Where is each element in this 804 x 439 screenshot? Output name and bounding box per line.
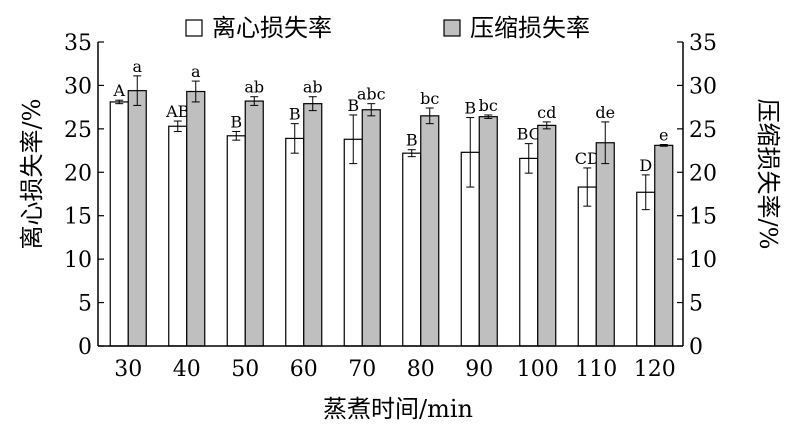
y2-tick-label: 0 [689, 335, 703, 360]
axes-layer: 0 0 5 5 10 10 15 15 20 20 25 25 30 30 35 35 30 40 50 60 70 80… [64, 31, 717, 382]
x-tick-label: 60 [290, 357, 318, 382]
legend-item-compression-loss: 压缩损失率 [470, 14, 590, 42]
significance-label-compression: de [595, 103, 615, 122]
significance-label-centrifugal: BC [517, 125, 541, 144]
bar-centrifugal-loss [577, 186, 597, 347]
legend-item-compression-loss-swatch [443, 19, 461, 37]
bar-centrifugal-loss [636, 191, 656, 347]
x-tick-label: 110 [575, 357, 617, 382]
bar-compression-loss [186, 90, 206, 347]
significance-label-centrifugal: A [112, 81, 125, 100]
bar-centrifugal-loss [519, 157, 539, 347]
x-tick-label: 40 [173, 357, 201, 382]
significance-label-compression: abc [357, 85, 386, 104]
significance-label-centrifugal: B [406, 131, 418, 150]
significance-label-centrifugal: D [639, 156, 652, 175]
significance-label-centrifugal: B [289, 105, 301, 124]
bar-compression-loss [303, 103, 323, 347]
bar-compression-loss [127, 90, 147, 347]
x-axis-title: 蒸煮时间/min [323, 395, 473, 423]
x-tick-label: 70 [348, 357, 376, 382]
y2-axis-title: 压缩损失率/% [754, 99, 782, 250]
legend-item-centrifugal-loss-swatch [185, 19, 203, 37]
bar-compression-loss [595, 142, 615, 347]
significance-label-centrifugal: AB [165, 102, 189, 121]
bar-compression-loss [420, 115, 440, 347]
bar-centrifugal-loss [226, 135, 246, 347]
y-tick-label: 30 [64, 74, 92, 99]
y2-tick-label: 10 [689, 248, 717, 273]
y-tick-label: 25 [64, 118, 92, 143]
x-tick-label: 50 [231, 357, 259, 382]
bar-centrifugal-loss [285, 137, 305, 347]
y2-tick-label: 5 [689, 292, 703, 317]
significance-label-compression: e [659, 125, 668, 144]
bar-centrifugal-loss [402, 152, 422, 347]
significance-label-compression: a [191, 62, 201, 81]
significance-label-centrifugal: B [464, 99, 476, 118]
significance-label-centrifugal: CD [575, 149, 600, 168]
y2-tick-label: 20 [689, 161, 717, 186]
significance-label-compression: bc [420, 89, 439, 108]
significance-label-compression: bc [479, 96, 498, 115]
y-tick-label: 35 [64, 31, 92, 56]
bar-compression-loss [478, 116, 498, 347]
x-tick-label: 80 [407, 357, 435, 382]
significance-label-centrifugal: B [230, 112, 242, 131]
bar-compression-loss [654, 144, 674, 347]
legend: 离心损失率 压缩损失率 [185, 14, 590, 42]
bar-centrifugal-loss [109, 101, 129, 347]
bar-centrifugal-loss [168, 125, 188, 347]
x-tick-label: 90 [465, 357, 493, 382]
y-axis-title: 离心损失率/% [18, 99, 46, 250]
y-tick-label: 15 [64, 205, 92, 230]
y2-tick-label: 25 [689, 118, 717, 143]
y2-tick-label: 15 [689, 205, 717, 230]
significance-label-centrifugal: B [347, 96, 359, 115]
y-tick-label: 0 [78, 335, 92, 360]
y-tick-label: 20 [64, 161, 92, 186]
x-tick-label: 120 [634, 357, 676, 382]
y2-tick-label: 35 [689, 31, 717, 56]
y2-tick-label: 30 [689, 74, 717, 99]
y-tick-label: 10 [64, 248, 92, 273]
legend-item-centrifugal-loss: 离心损失率 [212, 14, 332, 42]
significance-label-compression: cd [537, 103, 556, 122]
bar-compression-loss [361, 109, 381, 347]
y-tick-label: 5 [78, 292, 92, 317]
bar-compression-loss [537, 124, 557, 347]
bar-compression-loss [244, 100, 264, 347]
significance-label-compression: a [132, 57, 142, 76]
significance-label-compression: ab [244, 78, 264, 97]
x-tick-label: 30 [114, 357, 142, 382]
significance-label-compression: ab [303, 78, 323, 97]
bar-centrifugal-loss [343, 138, 363, 347]
x-tick-label: 100 [517, 357, 559, 382]
